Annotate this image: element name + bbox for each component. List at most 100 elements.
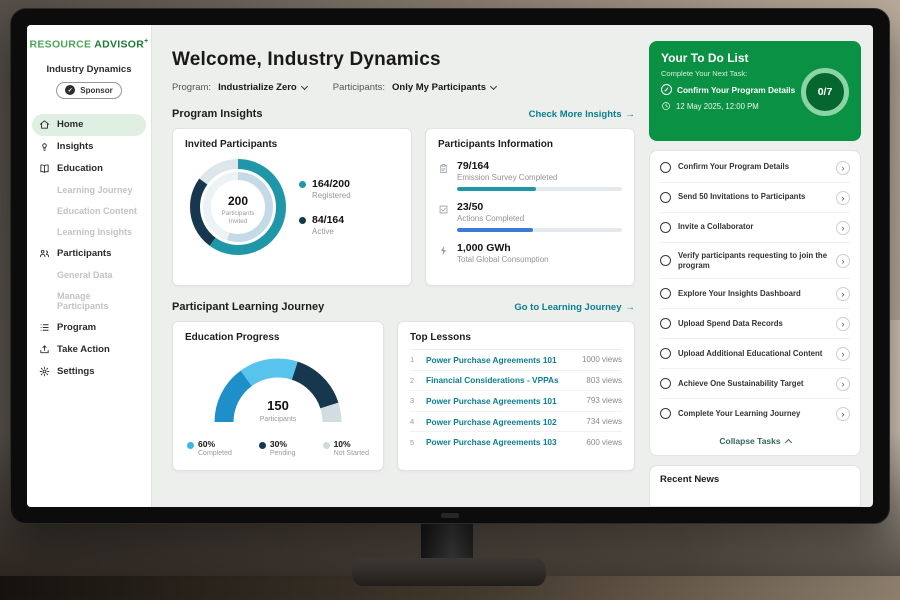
legend-value: 164/200 [312,178,350,190]
go-to-learning-journey-link[interactable]: Go to Learning Journey → [514,301,636,313]
dashboard-screen: RESOURCE ADVISOR+ Industry Dynamics ✓ Sp… [27,25,873,507]
sidebar-nav: Home Insights Education Learning Journey [27,113,151,383]
task-open-button[interactable]: › [836,253,850,268]
metric-value: 1,000 GWh [457,242,511,254]
check-more-insights-link[interactable]: Check More Insights → [528,108,635,120]
task-checkbox[interactable] [660,255,671,267]
participants-information-card: Participants Information 79/164 Emission… [425,128,635,286]
page-title: Welcome, Industry Dynamics [172,49,441,70]
recent-news-card: Recent News [649,465,861,507]
invited-participants-card: Invited Participants 200 Participants I [172,128,412,286]
lesson-views: 734 views [586,417,622,427]
task-checkbox[interactable] [660,222,671,233]
sidebar-item-label: Learning Journey [57,185,133,195]
legend-item-completed: 60% Completed [187,439,232,457]
task-open-button[interactable]: › [836,406,850,421]
todo-task[interactable]: Upload Additional Educational Content › [660,339,850,370]
emission-survey-progressbar [457,187,622,191]
task-checkbox[interactable] [660,348,671,360]
task-open-button[interactable]: › [836,346,850,361]
invited-legend: 164/200 Registered 84/164 Active [299,178,351,236]
settings-icon [39,366,50,377]
participants-filter-select[interactable]: Only My Participants [392,82,498,93]
metric-value: 23/50 [457,201,484,213]
learning-journey-header: Participant Learning Journey Go to Learn… [172,301,635,313]
sponsor-badge[interactable]: ✓ Sponsor [56,81,122,99]
todo-task[interactable]: Complete Your Learning Journey › [660,399,850,428]
task-checkbox[interactable] [660,318,671,330]
lesson-views: 793 views [586,396,622,406]
lesson-link[interactable]: Financial Considerations - VPPAs [426,375,559,386]
task-checkbox[interactable] [660,162,671,173]
monitor-logo [441,513,459,518]
sidebar-item-education[interactable]: Education [27,158,151,180]
registered-dot-icon [299,181,306,188]
todo-task[interactable]: Send 50 Invitations to Participants › [660,183,850,213]
lesson-link[interactable]: Power Purchase Agreements 101 [426,395,557,406]
sidebar-item-insights[interactable]: Insights [27,136,151,158]
arrow-right-icon: → [625,301,636,313]
todo-task[interactable]: Verify participants requesting to join t… [660,243,850,280]
top-lessons-card: Top Lessons 1 Power Purchase Agreements … [397,321,635,471]
sidebar-item-label: Program [57,322,97,333]
chevron-up-icon [784,438,792,446]
task-open-button[interactable]: › [836,220,850,235]
todo-task[interactable]: Achieve One Sustainability Target › [660,369,850,400]
todo-task[interactable]: Upload Spend Data Records › [660,309,850,340]
task-checkbox[interactable] [660,378,671,390]
sidebar-item-label: General Data [57,270,113,280]
task-label: Achieve One Sustainability Target [678,378,804,388]
task-open-button[interactable]: › [836,286,850,301]
chevron-down-icon [489,82,498,91]
main-content: Welcome, Industry Dynamics Program: Indu… [152,25,649,507]
sidebar-item-learning-insights[interactable]: Learning Insights [27,222,151,243]
task-checkbox[interactable] [660,408,671,420]
task-open-button[interactable]: › [836,376,850,391]
task-checkbox[interactable] [660,192,671,203]
lesson-rank: 2 [410,375,415,385]
lesson-link[interactable]: Power Purchase Agreements 101 [426,354,557,365]
todo-title: Your To Do List [661,51,749,65]
not-started-dot-icon [322,442,330,449]
chevron-right-icon: › [841,288,845,299]
todo-list-card: Confirm Your Program Details › Send 50 I… [649,150,861,457]
sidebar-item-learning-journey[interactable]: Learning Journey [27,180,151,201]
sidebar-item-label: Education [57,163,103,174]
lesson-link[interactable]: Power Purchase Agreements 102 [426,416,557,427]
sidebar-item-home[interactable]: Home [32,113,146,136]
task-checkbox[interactable] [660,288,671,300]
sidebar-item-education-content[interactable]: Education Content [27,201,151,222]
task-open-button[interactable]: › [836,190,850,205]
next-task-label: Confirm Your Program Details [677,84,796,95]
sidebar-item-manage-participants[interactable]: Manage Participants [27,286,151,317]
sidebar-item-program[interactable]: Program [27,317,151,339]
chevron-right-icon: › [841,318,845,329]
legend-item-registered: 164/200 Registered [299,178,351,200]
chevron-right-icon: › [841,348,845,359]
legend-label: Completed [198,450,232,457]
sidebar-item-settings[interactable]: Settings [27,361,151,383]
program-filter-select[interactable]: Industrialize Zero [218,82,308,93]
sidebar-item-label: Manage Participants [57,291,109,311]
sidebar-item-participants[interactable]: Participants [27,243,151,265]
sidebar-item-general-data[interactable]: General Data [27,265,151,286]
org-name: Industry Dynamics [46,63,132,75]
insights-cards-row: Invited Participants 200 Participants I [172,128,635,286]
lesson-views: 600 views [586,437,622,447]
consumption-row: 1,000 GWh Total Global Consumption [438,242,622,264]
task-open-button[interactable]: › [836,160,850,175]
todo-task[interactable]: Confirm Your Program Details › [660,153,850,183]
todo-task[interactable]: Explore Your Insights Dashboard › [660,279,850,310]
invited-donut-chart: 200 Participants Invited [190,159,286,255]
collapse-tasks-button[interactable]: Collapse Tasks [660,428,850,453]
task-open-button[interactable]: › [836,316,850,331]
next-task[interactable]: ✓ Confirm Your Program Details [661,84,797,95]
metric-label: Total Global Consumption [457,255,549,264]
participants-filter-label: Participants: [332,82,386,93]
pending-dot-icon [258,442,266,449]
todo-task[interactable]: Invite a Collaborator › [660,213,850,243]
lesson-link[interactable]: Power Purchase Agreements 103 [426,437,557,448]
insights-icon [42,143,47,151]
sidebar-item-take-action[interactable]: Take Action [27,339,151,361]
